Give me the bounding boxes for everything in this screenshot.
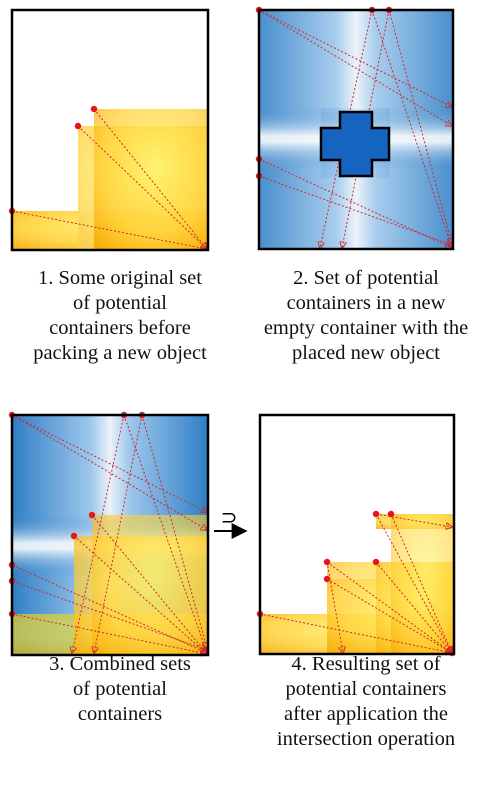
panel-2 <box>255 6 455 251</box>
panel-2-caption: 2. Set of potential containers in a new … <box>246 266 486 366</box>
placed-object <box>319 110 391 178</box>
caption-line: 3. Combined sets <box>49 653 191 675</box>
panel-4 <box>256 413 456 657</box>
intersection-operator: ⊃ <box>214 505 248 539</box>
caption-line: empty container with the <box>263 317 469 339</box>
caption-line: potential containers <box>285 678 447 700</box>
panel-3 <box>8 411 210 657</box>
panel-1 <box>8 8 210 252</box>
potential-container-diagonals <box>11 414 207 654</box>
yellow-region <box>12 515 208 655</box>
container-frame <box>10 413 210 657</box>
caption-line: 2. Set of potential <box>293 267 439 289</box>
caption-line: of potential <box>73 678 167 700</box>
potential-container-diagonals <box>11 108 207 249</box>
caption-line: 1. Some original set <box>38 267 202 289</box>
caption-line: after application the <box>284 703 448 725</box>
container-frame <box>258 413 456 656</box>
panel-1-caption: 1. Some original set of potential contai… <box>0 266 240 366</box>
caption-line: of potential <box>73 292 167 314</box>
caption-line: containers in a new <box>286 292 446 314</box>
caption-line: 4. Resulting set of <box>291 653 441 675</box>
caption-line: placed new object <box>292 342 440 364</box>
caption-line: containers <box>77 703 163 725</box>
panel-3-caption: 3. Combined sets of potential containers <box>0 652 240 727</box>
yellow-region <box>12 109 208 250</box>
container-frame <box>257 8 455 251</box>
container-frame <box>10 8 210 252</box>
panel-4-caption: 4. Resulting set of potential containers… <box>246 652 486 752</box>
caption-line: intersection operation <box>276 728 456 750</box>
intersection-symbol: ⊃ <box>221 505 238 529</box>
caption-line: containers before <box>49 317 191 339</box>
caption-line: packing a new object <box>33 342 207 364</box>
